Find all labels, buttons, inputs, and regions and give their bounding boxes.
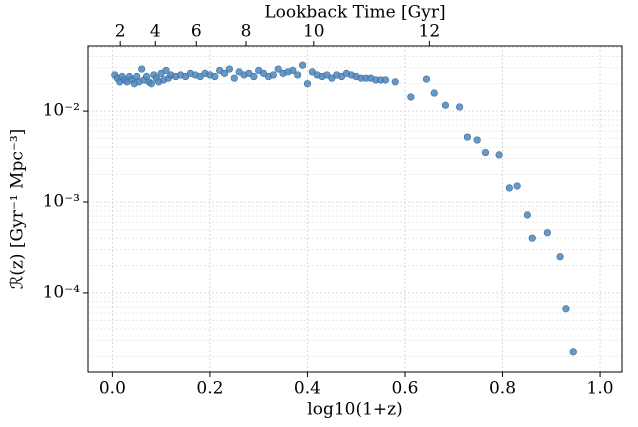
point bbox=[294, 71, 302, 79]
top-tick-label: 8 bbox=[241, 22, 252, 42]
point bbox=[147, 80, 155, 88]
y-tick-label: 10⁻² bbox=[43, 101, 80, 121]
point bbox=[562, 305, 570, 313]
point bbox=[381, 76, 390, 84]
point bbox=[556, 253, 564, 261]
point bbox=[250, 72, 258, 81]
point bbox=[523, 211, 531, 219]
top-tick-label: 12 bbox=[419, 22, 441, 42]
point bbox=[430, 89, 438, 97]
point bbox=[230, 74, 238, 82]
point bbox=[407, 93, 415, 101]
point bbox=[269, 71, 277, 79]
point bbox=[220, 69, 229, 77]
x-tick-label: 0.2 bbox=[196, 379, 223, 399]
point bbox=[422, 75, 431, 83]
point bbox=[495, 151, 503, 159]
top-axis-title: Lookback Time [Gyr] bbox=[264, 3, 445, 23]
point bbox=[289, 66, 297, 75]
point bbox=[528, 234, 536, 242]
point bbox=[473, 136, 481, 144]
point bbox=[391, 78, 399, 86]
top-tick-label: 6 bbox=[191, 22, 202, 42]
point bbox=[481, 148, 490, 157]
top-tick-label: 4 bbox=[150, 22, 161, 42]
point bbox=[543, 229, 551, 237]
point bbox=[569, 348, 577, 356]
x-tick-label: 0.8 bbox=[489, 379, 516, 399]
point bbox=[162, 66, 170, 75]
point bbox=[274, 65, 282, 73]
point bbox=[323, 71, 331, 79]
x-tick-label: 1.0 bbox=[587, 379, 614, 399]
point bbox=[138, 65, 146, 73]
y-tick-label: 10⁻³ bbox=[43, 192, 80, 212]
y-tick-label: 10⁻⁴ bbox=[43, 282, 81, 302]
plot-frame bbox=[87, 45, 623, 373]
x-tick-label: 0.6 bbox=[391, 379, 418, 399]
point bbox=[328, 74, 336, 82]
point bbox=[303, 80, 312, 88]
y-axis-label: ℛ(z) [Gyr⁻¹ Mpc⁻³] bbox=[8, 129, 28, 290]
point bbox=[441, 101, 450, 109]
x-tick-label: 0.0 bbox=[99, 379, 126, 399]
point bbox=[505, 184, 513, 192]
point bbox=[225, 65, 234, 73]
point bbox=[211, 72, 219, 81]
x-tick-label: 0.4 bbox=[294, 379, 321, 399]
point bbox=[456, 103, 464, 111]
point bbox=[463, 133, 472, 141]
top-tick-label: 2 bbox=[115, 22, 126, 42]
top-tick-label: 10 bbox=[303, 22, 325, 42]
point bbox=[513, 182, 521, 190]
point bbox=[298, 61, 307, 69]
x-axis-label: log10(1+z) bbox=[307, 400, 402, 420]
